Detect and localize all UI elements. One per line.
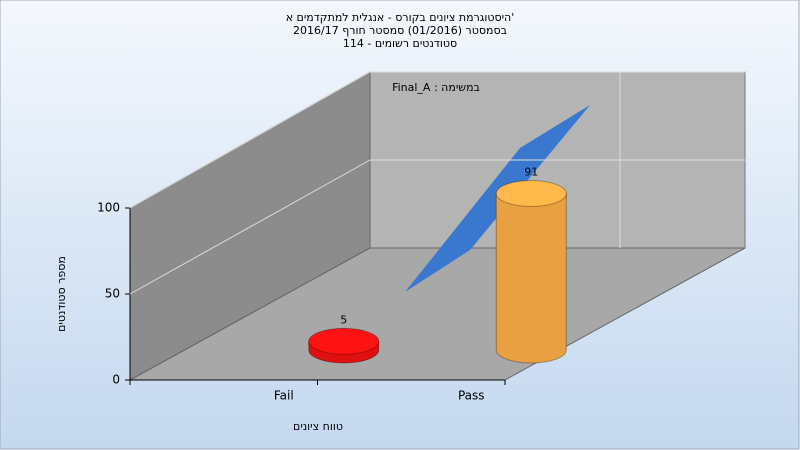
data-label: 5 [340,313,347,326]
y-axis-label: מספר סטודנטים [55,256,68,332]
title-line: היסטוגרמת ציונים בקורס - אנגלית למתקדמים… [286,11,515,24]
y-tick-label: 100 [97,201,120,215]
grid-line [129,71,371,209]
y-tick-label: 0 [112,373,120,387]
title-line: בסמסטר (01/2016) סמסטר חורף 2016/17 [293,24,507,37]
bar-top [308,327,380,355]
x-axis-label: טווח ציונים [293,420,343,433]
bar [495,192,567,364]
bar-top [495,179,567,207]
y-tick-label: 50 [105,287,120,301]
x-tick-label: Pass [458,389,485,403]
x-tick-label: Fail [274,389,294,403]
annotation: Final_A : במשימה [392,81,480,94]
data-label: 91 [524,165,538,178]
grid-line [129,159,371,295]
title-line: סטודנטים רשומים - 114 [343,37,457,50]
